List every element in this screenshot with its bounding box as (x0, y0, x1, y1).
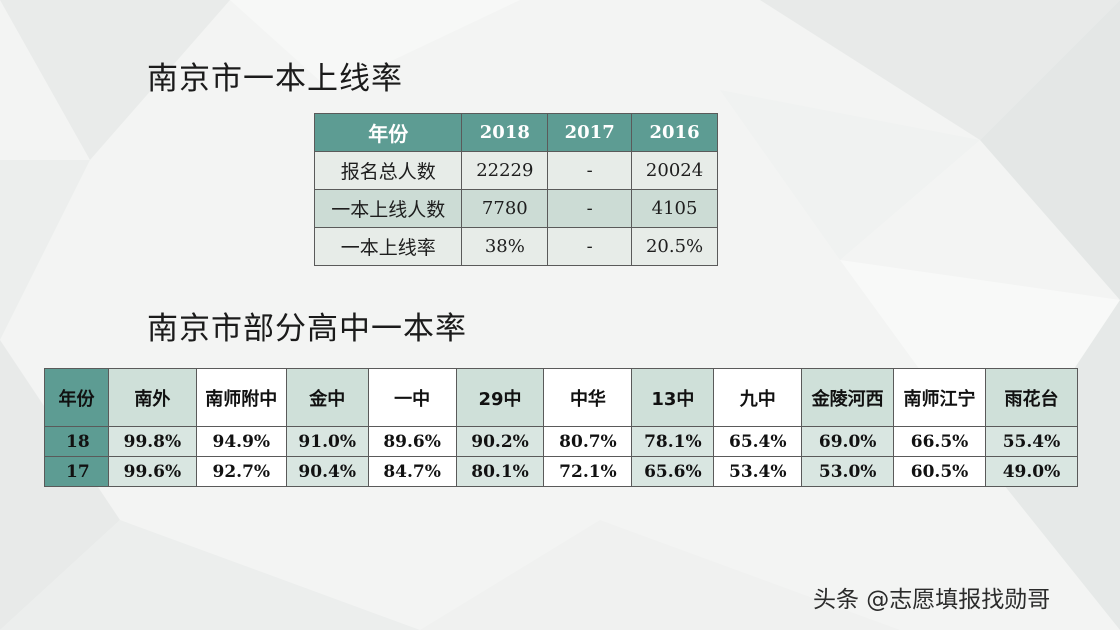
table-cell: - (547, 151, 633, 190)
admission-rate-table: 年份 2018 2017 2016 报名总人数 22229 - 20024 一本… (313, 113, 718, 266)
header-cell: 金陵河西 (801, 368, 895, 427)
table-cell: 53.0% (801, 456, 895, 487)
table-cell: 90.2% (455, 426, 545, 457)
school-table-title: 南京市部分高中一本率 (147, 311, 467, 347)
table-cell: 89.6% (367, 426, 457, 457)
table-row: 一本上线率 38% - 20.5% (313, 227, 718, 266)
table-cell: 80.1% (455, 456, 545, 487)
header-cell: 年份 (313, 113, 463, 152)
header-cell: 雨花台 (985, 368, 1078, 427)
table-cell: 78.1% (631, 426, 715, 457)
table-cell: 90.4% (285, 456, 369, 487)
header-cell: 2017 (547, 113, 633, 152)
table-cell: 4105 (631, 189, 718, 228)
row-label: 报名总人数 (313, 151, 463, 190)
table-cell: 60.5% (893, 456, 986, 487)
header-cell: 29中 (455, 368, 545, 427)
header-cell: 南外 (107, 368, 197, 427)
table-cell: - (547, 189, 633, 228)
row-label: 一本上线人数 (313, 189, 463, 228)
table-cell: 72.1% (543, 456, 633, 487)
table-cell: 65.4% (713, 426, 803, 457)
table-cell: 38% (461, 227, 549, 266)
rate-table-title: 南京市一本上线率 (147, 61, 403, 97)
table-header-row: 年份 2018 2017 2016 (313, 113, 718, 152)
table-cell: 84.7% (367, 456, 457, 487)
table-cell: 7780 (461, 189, 549, 228)
table-row: 17 99.6% 92.7% 90.4% 84.7% 80.1% 72.1% 6… (44, 456, 1078, 487)
table-header-row: 年份 南外 南师附中 金中 一中 29中 中华 13中 九中 金陵河西 南师江宁… (44, 368, 1078, 427)
watermark-text: 头条 @志愿填报找勋哥 (813, 587, 1051, 613)
school-rate-table: 年份 南外 南师附中 金中 一中 29中 中华 13中 九中 金陵河西 南师江宁… (44, 368, 1078, 487)
table-cell: 94.9% (195, 426, 287, 457)
table-row: 报名总人数 22229 - 20024 (313, 151, 718, 190)
table-cell: 49.0% (985, 456, 1078, 487)
row-label: 17 (44, 456, 109, 487)
header-cell: 2018 (461, 113, 549, 152)
table-cell: 99.8% (107, 426, 197, 457)
table-cell: - (547, 227, 633, 266)
header-cell: 南师附中 (195, 368, 287, 427)
header-cell: 南师江宁 (893, 368, 986, 427)
table-cell: 65.6% (631, 456, 715, 487)
row-label: 一本上线率 (313, 227, 463, 266)
header-cell: 九中 (713, 368, 803, 427)
table-cell: 99.6% (107, 456, 197, 487)
header-cell: 中华 (543, 368, 633, 427)
table-cell: 66.5% (893, 426, 986, 457)
table-cell: 20024 (631, 151, 718, 190)
table-cell: 22229 (461, 151, 549, 190)
row-label: 18 (44, 426, 109, 457)
table-cell: 91.0% (285, 426, 369, 457)
header-cell: 金中 (285, 368, 369, 427)
table-cell: 53.4% (713, 456, 803, 487)
header-cell: 13中 (631, 368, 715, 427)
table-cell: 92.7% (195, 456, 287, 487)
header-cell: 年份 (44, 368, 109, 427)
header-cell: 2016 (631, 113, 718, 152)
table-row: 18 99.8% 94.9% 91.0% 89.6% 90.2% 80.7% 7… (44, 426, 1078, 457)
table-cell: 80.7% (543, 426, 633, 457)
table-cell: 55.4% (985, 426, 1078, 457)
header-cell: 一中 (367, 368, 457, 427)
table-cell: 69.0% (801, 426, 895, 457)
table-cell: 20.5% (631, 227, 718, 266)
table-row: 一本上线人数 7780 - 4105 (313, 189, 718, 228)
